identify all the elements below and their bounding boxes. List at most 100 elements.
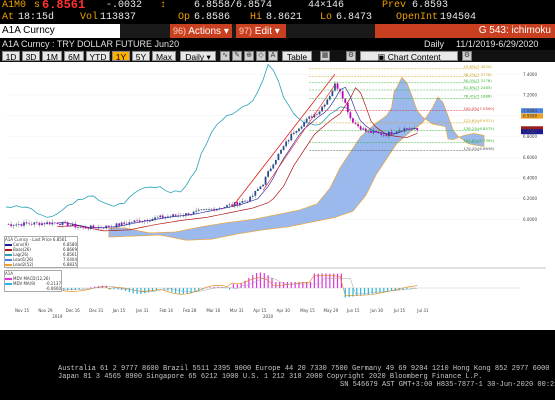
gear-icon[interactable]: ⚙	[346, 51, 356, 61]
price-axis-label: 7.4000	[523, 72, 537, 77]
x-axis-label: Nov 15	[15, 308, 30, 313]
fib-level-label: 23.6%(7.4524)	[463, 64, 492, 69]
candle-body	[218, 208, 221, 209]
edit-menu-label: Edit ▾	[254, 26, 280, 37]
macd-histogram-bar	[336, 273, 339, 288]
ichimoku-chart[interactable]: 7.40007.20007.00006.80006.60006.40006.20…	[0, 62, 555, 330]
draw-tool-icon[interactable]: ✎	[232, 51, 242, 61]
candle-body	[141, 221, 144, 223]
candle-body	[120, 222, 123, 226]
legend-row-conv: Conv(9) 6.8580	[5, 242, 77, 247]
candle-body	[277, 153, 280, 160]
x-axis-label: Jul 15	[393, 308, 406, 313]
legend-value: 6.8835	[63, 262, 77, 267]
candle-body	[208, 209, 210, 210]
macd-histogram-bar	[356, 288, 358, 296]
period-dropdown[interactable]: Daily ▾	[180, 51, 216, 62]
open-value: 6.8586	[194, 12, 231, 23]
macd-histogram-bar	[402, 288, 404, 290]
candle-body	[375, 131, 377, 133]
candle-body	[172, 214, 174, 217]
macd-histogram-bar	[325, 273, 327, 288]
macd-histogram-bar	[363, 288, 366, 295]
candle-body	[115, 223, 118, 228]
candle-body	[249, 196, 252, 202]
legend-label: Lead1(26)	[13, 257, 34, 262]
vol-label: Vol	[80, 12, 99, 23]
candle-body	[12, 225, 15, 227]
candle-body	[136, 220, 138, 222]
macd-signal-line	[5, 277, 418, 295]
candle-body	[61, 221, 64, 225]
table-button[interactable]: Table	[282, 51, 312, 62]
x-axis-label: Feb 28	[183, 308, 197, 313]
macd-histogram-bar	[148, 288, 150, 293]
candle-body	[110, 226, 113, 228]
price-tag-label: 6.8835	[523, 126, 537, 131]
legend-row-base: Base(26) 6.8669	[5, 247, 77, 252]
zoom-icon[interactable]: ⊕	[244, 51, 254, 61]
shapes-icon[interactable]: ◇	[256, 51, 266, 61]
macd-histogram-bar	[232, 284, 235, 288]
candle-body	[382, 134, 385, 136]
candle-body	[125, 223, 128, 225]
x-axis-label: Jul 31	[416, 308, 429, 313]
x-axis-year-label: 2019	[52, 314, 63, 319]
candle-body	[256, 189, 259, 191]
candle-body	[318, 111, 321, 115]
grid-icon[interactable]: ▦	[320, 51, 330, 61]
candle-body	[411, 129, 413, 130]
candle-body	[30, 224, 33, 225]
range-1y-button[interactable]: 1Y	[112, 51, 130, 62]
actions-menu-label: Actions ▾	[188, 26, 229, 37]
candle-body	[118, 223, 120, 226]
candle-body	[84, 227, 87, 229]
text-icon[interactable]: A	[268, 51, 278, 61]
fib-level-label: 100.0%(7.0500)	[463, 106, 494, 111]
candle-body	[326, 99, 329, 105]
footer-line-1: Australia 61 2 9777 8600 Brazil 5511 239…	[58, 365, 550, 373]
range-3d-button[interactable]: 3D	[22, 51, 40, 62]
legend-label: Conv(9)	[13, 242, 29, 247]
macd-histogram-bar	[294, 282, 296, 288]
candle-body	[71, 223, 74, 226]
actions-menu-button[interactable]: 96) Actions ▾	[170, 24, 232, 38]
x-axis-label: Nov 29	[38, 308, 53, 313]
range-max-button[interactable]: Max	[152, 51, 176, 62]
candle-body	[192, 211, 195, 215]
candle-body	[400, 130, 403, 132]
x-axis-label: May 15	[300, 308, 315, 313]
kijun-line	[57, 87, 418, 232]
candle-body	[87, 228, 90, 230]
range-1d-button[interactable]: 1D	[2, 51, 20, 62]
security-name: A1A Curncy : TRY DOLLAR FUTURE Jun20	[2, 39, 180, 49]
line-chart-icon[interactable]: ∿	[220, 51, 230, 61]
candle-body	[310, 116, 313, 118]
legend-value: -0.0600	[45, 286, 61, 291]
edit-menu-button[interactable]: 97) Edit ▾	[236, 24, 286, 38]
range-ytd-button[interactable]: YTD	[86, 51, 110, 62]
chart-content-label: Chart Content	[387, 52, 441, 62]
security-input[interactable]: A1A Curncy	[0, 24, 120, 38]
chart-content-button[interactable]: ▣ Chart Content	[360, 51, 458, 62]
macd-histogram-bar	[155, 288, 157, 291]
settings-icon[interactable]: ⚙	[462, 51, 472, 61]
candle-body	[244, 200, 246, 202]
oi-value: 194504	[440, 12, 477, 23]
trendline-lower	[262, 84, 336, 191]
legend-value: 6.8669	[63, 247, 77, 252]
candle-body	[251, 195, 254, 197]
x-axis-label: Jun 30	[369, 308, 383, 313]
candle-body	[59, 223, 61, 225]
range-1m-button[interactable]: 1M	[42, 51, 62, 62]
chart-area[interactable]: 7.40007.20007.00006.80006.60006.40006.20…	[0, 62, 555, 330]
macd-histogram-bar	[321, 273, 323, 288]
x-axis-label: Apr 30	[277, 308, 291, 313]
candle-body	[367, 130, 370, 132]
range-6m-button[interactable]: 6M	[64, 51, 84, 62]
fib-level-label: 76.4%(7.1686)	[463, 93, 492, 98]
macd-histogram-bar	[167, 288, 169, 291]
candle-body	[138, 220, 141, 223]
range-5y-button[interactable]: 5Y	[132, 51, 150, 62]
legend-value: -0.1137	[45, 281, 61, 286]
